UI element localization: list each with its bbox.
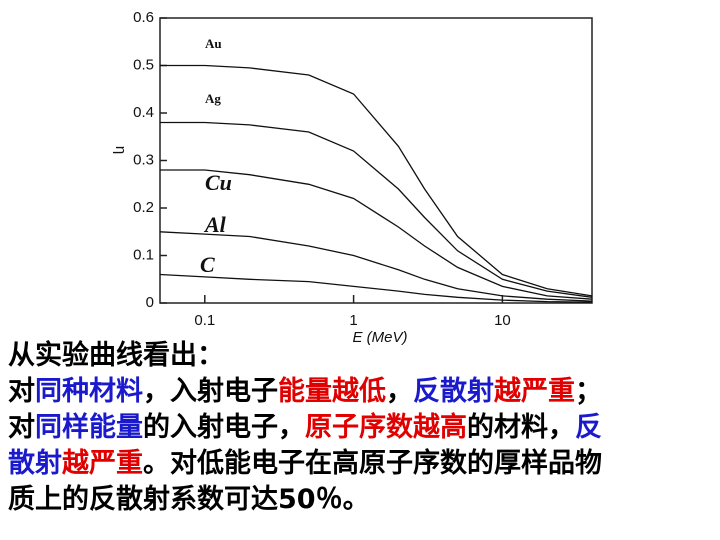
curve [160, 121, 593, 298]
series-label: Cu [205, 170, 232, 195]
chart: η E (MeV) 0 0.1 0.2 0.3 0.4 0.5 0.6 0.1 1 10 Au Ag C… [112, 9, 593, 345]
text-run: 。对低能电子在高原子序数的厚样品物 [143, 448, 602, 479]
curve [160, 64, 593, 297]
series-label: Au [205, 36, 222, 51]
y-tick-label: 0.4 [133, 104, 154, 121]
text-line: 对同种材料，入射电子能量越低，反散射越严重； [8, 374, 718, 410]
text-run: ，入射电子 [143, 376, 278, 407]
text-run: 越严重 [62, 448, 143, 479]
text-run: 原子序数越高 [305, 412, 467, 443]
text-line: 对同样能量的入射电子，原子序数越高的材料，反 [8, 410, 718, 446]
series-label: C [200, 252, 215, 277]
text-run: 的入射电子， [143, 412, 305, 443]
text-run: 质上的反散射系数可达50％。 [8, 484, 370, 515]
text-line: 从实验曲线看出： [8, 338, 718, 374]
y-axis-label: η [112, 146, 129, 154]
text-run: 能量越低 [278, 376, 386, 407]
text-run: 同样能量 [35, 412, 143, 443]
x-axis-label: E (MeV) [352, 329, 407, 345]
y-tick-label: 0 [146, 294, 154, 311]
text-run: ； [575, 376, 602, 407]
y-tick-label: 0.5 [133, 56, 154, 73]
text-line: 散射越严重。对低能电子在高原子序数的厚样品物 [8, 446, 718, 482]
plot-frame [159, 17, 593, 304]
text-run: 散射 [8, 448, 62, 479]
text-run: 的材料， [467, 412, 575, 443]
curve [159, 273, 593, 303]
x-tick-label: 0.1 [194, 312, 215, 329]
x-tick-label: 1 [349, 312, 357, 329]
curve [159, 231, 593, 302]
text-run: 从实验曲线看出： [8, 340, 224, 371]
y-tick-label: 0.2 [133, 199, 154, 216]
text-run: 反散射 [413, 376, 494, 407]
curve [160, 169, 593, 300]
x-tick-label: 10 [494, 312, 511, 329]
series-label: Ag [205, 91, 221, 106]
series-label: Al [203, 212, 227, 237]
y-tick-label: 0.3 [133, 151, 154, 168]
text-line: 质上的反散射系数可达50％。 [8, 482, 718, 518]
text-run: ， [386, 376, 413, 407]
text-run: 对 [8, 376, 35, 407]
text-run: 同种材料 [35, 376, 143, 407]
text-block: 从实验曲线看出： 对同种材料，入射电子能量越低，反散射越严重； 对同样能量的入射电子… [8, 338, 718, 518]
text-run: 反 [575, 412, 602, 443]
y-tick-label: 0.6 [133, 9, 154, 26]
text-run: 越严重 [494, 376, 575, 407]
y-tick-label: 0.1 [133, 246, 154, 263]
text-run: 对 [8, 412, 35, 443]
